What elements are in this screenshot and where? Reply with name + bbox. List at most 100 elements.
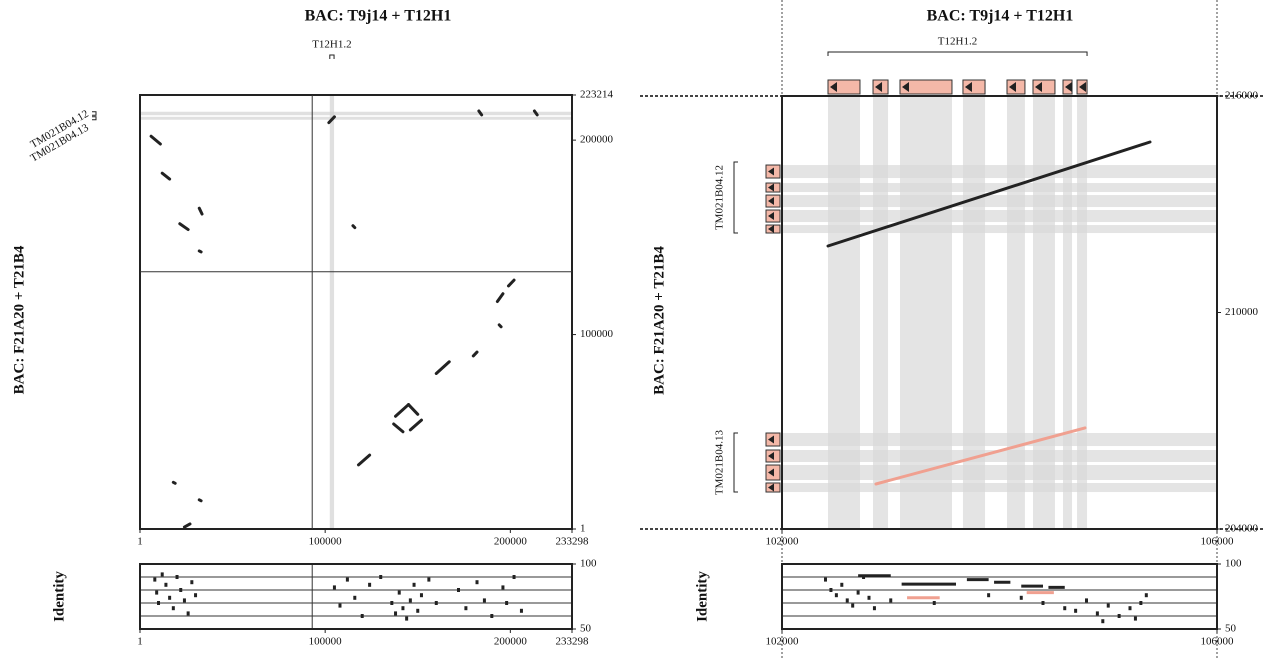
- x-tick-label: 100000: [309, 636, 343, 648]
- alignment-segment: [178, 222, 190, 232]
- y-tick-label: 1: [580, 523, 586, 535]
- identity-point: [160, 572, 164, 577]
- identity-point: [397, 590, 401, 595]
- identity-point: [1063, 606, 1067, 611]
- alignment-segment: [477, 109, 484, 117]
- identity-point: [872, 606, 876, 611]
- alignment-segment: [394, 403, 410, 418]
- exon-band: [782, 482, 1217, 493]
- plot-frame: [781, 563, 1218, 630]
- y-tick-label: 100000: [580, 328, 614, 340]
- gene-label: T12H1.2: [938, 36, 977, 48]
- alignment-segment: [197, 206, 204, 216]
- exon-arrow: [768, 483, 774, 492]
- identity-point: [419, 593, 423, 598]
- exon-band: [899, 96, 952, 529]
- identity-point: [168, 595, 172, 600]
- identity-point: [856, 590, 860, 595]
- exon-arrow: [768, 435, 774, 444]
- alignment-segment: [327, 115, 336, 125]
- identity-point: [889, 598, 893, 603]
- exon-band: [782, 465, 1217, 480]
- y-axis-label: BAC: F21A20 + T21B4: [11, 245, 27, 394]
- identity-point: [845, 598, 849, 603]
- exon-arrow: [768, 225, 774, 234]
- x-tick-label: 233298: [556, 536, 590, 548]
- identity-point: [408, 598, 412, 603]
- identity-point: [482, 598, 486, 603]
- exon-band: [782, 183, 1217, 193]
- gene-bracket: [92, 116, 97, 121]
- exon-arrow: [768, 452, 774, 461]
- identity-point: [512, 575, 516, 579]
- identity-point: [401, 606, 405, 611]
- exon-band: [782, 450, 1217, 462]
- identity-point: [1117, 614, 1121, 618]
- identity-point: [1041, 601, 1045, 605]
- alignment-segment: [497, 323, 503, 329]
- y-axis-label: Identity: [694, 571, 710, 622]
- gene-bracket: [92, 111, 97, 116]
- y-tick-label: 223214: [580, 89, 614, 101]
- identity-point: [1019, 595, 1023, 600]
- identity-point: [501, 585, 505, 590]
- identity-point: [475, 580, 479, 585]
- alignment-segment: [826, 140, 1152, 248]
- x-tick-label: 200000: [494, 636, 528, 648]
- gene-label: T12H1.2: [312, 39, 351, 51]
- y-tick-label: 200000: [580, 134, 614, 146]
- exon-band: [873, 96, 889, 529]
- exon-band: [1007, 96, 1025, 529]
- y-tick-label: 216000: [1225, 90, 1259, 102]
- identity-point: [1095, 611, 1099, 616]
- alignment-segment: [357, 453, 372, 467]
- identity-point: [490, 614, 494, 618]
- x-tick-label: 1: [137, 636, 143, 648]
- gene-label: TM021B04.13: [714, 429, 726, 495]
- exon-arrow: [1065, 82, 1073, 92]
- alignment-segment: [471, 350, 479, 358]
- exon-band: [782, 195, 1217, 208]
- alignment-segment: [506, 278, 516, 288]
- alignment-segment: [149, 134, 162, 146]
- exon-arrow: [964, 82, 972, 92]
- identity-point: [519, 608, 523, 613]
- alignment-segment: [406, 403, 420, 416]
- alignment-segment: [197, 498, 203, 503]
- identity-point: [1106, 603, 1110, 608]
- gene-band: [140, 111, 572, 116]
- y-axis-label: Identity: [51, 571, 67, 622]
- identity-point: [405, 616, 409, 621]
- x-tick-label: 102000: [766, 536, 800, 548]
- exon-arrow: [768, 197, 774, 206]
- identity-point: [332, 585, 336, 590]
- y-tick-label: 210000: [1225, 306, 1259, 318]
- exon-arrow: [768, 468, 774, 477]
- identity-point: [456, 588, 460, 592]
- identity-point: [353, 595, 357, 600]
- identity-point: [368, 582, 372, 587]
- alignment-segment: [197, 249, 203, 254]
- alignment-segment: [874, 426, 1087, 486]
- identity-point: [505, 601, 509, 605]
- exon-band: [1063, 96, 1073, 529]
- exon-box: [1032, 79, 1056, 95]
- alignment-segment: [532, 109, 539, 117]
- x-tick-label: 233298: [556, 636, 590, 648]
- gene-bracket: [733, 161, 738, 234]
- identity-point: [427, 577, 431, 582]
- gene-label: TM021B04.12: [714, 165, 726, 230]
- exon-box: [962, 79, 986, 95]
- alignment-segment: [160, 171, 172, 181]
- identity-point: [155, 590, 159, 595]
- alignment-segment: [495, 292, 505, 304]
- exon-arrow: [768, 167, 774, 176]
- exon-arrow: [901, 82, 909, 92]
- identity-point: [1144, 593, 1148, 598]
- identity-point: [394, 611, 398, 616]
- identity-point: [824, 577, 827, 582]
- identity-point: [345, 577, 349, 582]
- y-tick-label: 204000: [1225, 523, 1259, 535]
- identity-point: [932, 601, 936, 605]
- chart-title: BAC: T9j14 + T12H1: [927, 8, 1074, 25]
